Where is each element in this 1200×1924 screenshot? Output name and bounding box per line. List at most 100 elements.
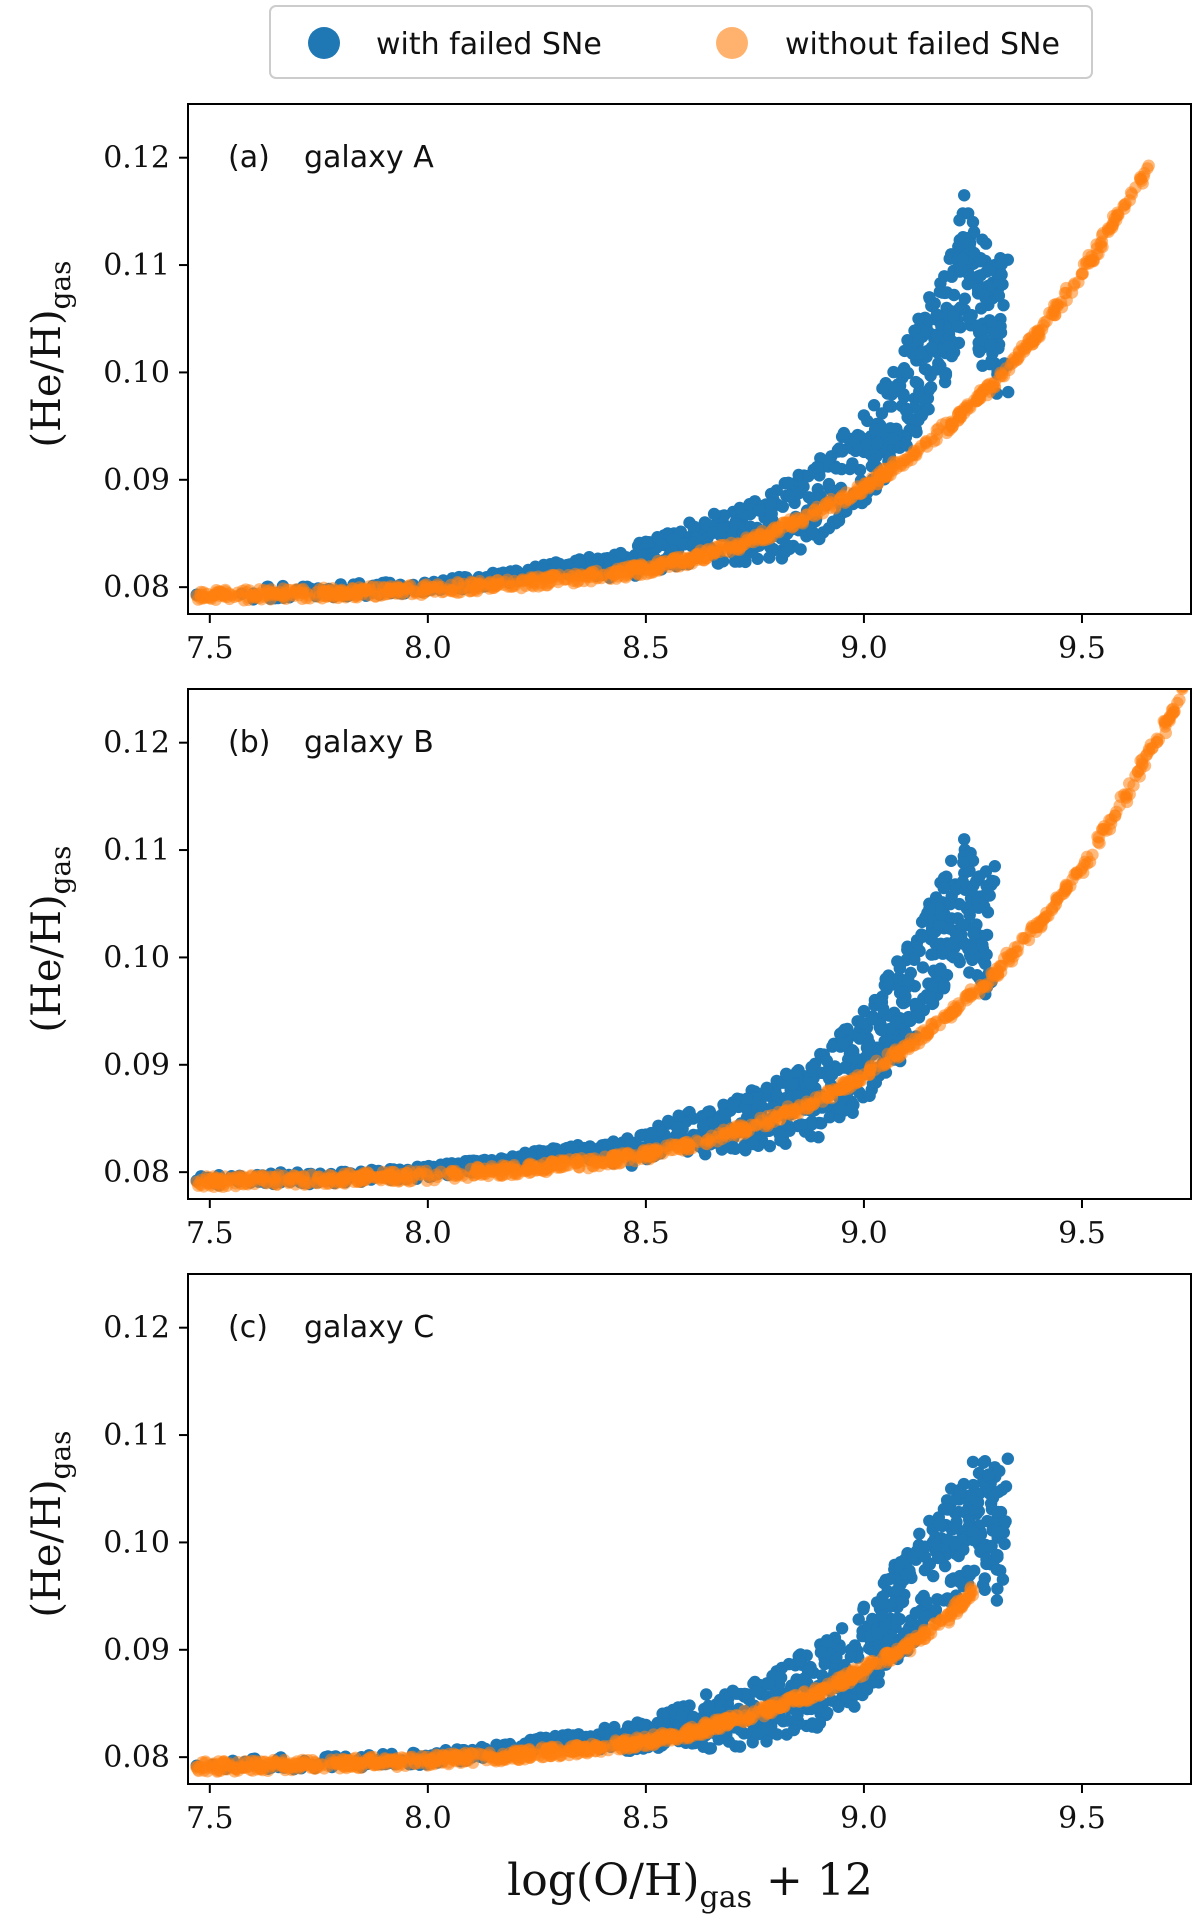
data-point [780, 1713, 794, 1727]
data-point [916, 930, 929, 943]
data-point [832, 1700, 845, 1714]
data-point [674, 525, 687, 538]
data-point [719, 1688, 732, 1701]
data-point [1059, 880, 1072, 893]
data-point [977, 1456, 990, 1470]
data-point [730, 1687, 743, 1700]
data-point [956, 918, 969, 931]
data-point [780, 1068, 793, 1081]
data-point [901, 943, 914, 956]
y-tick-label: 0.12 [103, 726, 170, 761]
data-point [898, 996, 911, 1009]
data-point [760, 1735, 773, 1748]
data-point [1002, 363, 1016, 377]
data-point [794, 543, 807, 556]
data-point [359, 1167, 372, 1181]
data-point [633, 1150, 646, 1164]
y-tick-label: 0.10 [103, 940, 170, 975]
x-tick-label: 8.5 [622, 1216, 670, 1251]
data-point [529, 1160, 542, 1174]
data-point [377, 588, 390, 601]
data-point [1076, 267, 1090, 280]
data-point [941, 1533, 955, 1546]
data-point [978, 1583, 991, 1597]
data-point [944, 938, 958, 951]
data-point [731, 537, 745, 550]
data-point [585, 1152, 598, 1166]
data-point [236, 1171, 249, 1185]
data-point [261, 584, 274, 598]
data-point [875, 407, 889, 420]
plot-frame [187, 688, 1192, 1200]
data-point [983, 264, 996, 277]
x-tick-label: 9.0 [840, 1216, 888, 1251]
data-point [961, 1564, 974, 1578]
data-point [741, 1092, 754, 1105]
data-point [920, 325, 933, 339]
data-point [516, 573, 529, 586]
panel-galaxy-a: 7.5 8.0 8.5 9.0 9.50.080.090.100.110.12 (a) ga… [103, 103, 1192, 666]
data-point [957, 856, 970, 869]
data-point [793, 1655, 806, 1668]
data-point [904, 449, 917, 463]
data-point [979, 888, 993, 901]
data-point [316, 1175, 330, 1188]
data-point [988, 860, 1001, 873]
data-point [774, 1671, 788, 1684]
data-point [977, 288, 990, 302]
x-tick-label: 9.0 [840, 631, 888, 666]
data-point [871, 1627, 884, 1641]
data-point [785, 515, 798, 529]
data-point [985, 1539, 998, 1553]
data-point [598, 568, 611, 581]
y-tick-label: 0.08 [103, 1155, 170, 1190]
data-point [645, 1126, 658, 1140]
data-point [702, 1699, 715, 1713]
data-point [956, 252, 969, 265]
data-point [930, 329, 944, 342]
data-point [688, 520, 701, 533]
legend-frame [269, 5, 1093, 79]
data-point [963, 966, 976, 979]
x-tick-label: 8.5 [622, 631, 670, 666]
data-point [925, 341, 938, 354]
data-point [700, 544, 713, 557]
data-point [838, 1061, 851, 1074]
data-point [925, 299, 938, 313]
data-point [707, 507, 721, 521]
data-point [913, 1527, 926, 1541]
data-point [884, 468, 897, 482]
data-point [830, 1651, 843, 1664]
data-point [648, 1143, 661, 1157]
data-point [1114, 790, 1128, 803]
data-point [339, 588, 353, 602]
data-point [841, 1022, 854, 1036]
data-point [973, 987, 986, 1000]
data-point [778, 546, 792, 559]
data-point [909, 1606, 922, 1620]
data-point [832, 514, 846, 527]
data-point [810, 461, 823, 474]
data-point [343, 1172, 357, 1185]
data-point [729, 518, 743, 531]
data-point [677, 1144, 690, 1157]
data-point [631, 567, 644, 580]
data-point [203, 1179, 217, 1192]
data-point [893, 1044, 906, 1058]
data-point [740, 1124, 753, 1137]
data-point [983, 357, 996, 371]
panel-title: galaxy B [304, 725, 434, 760]
x-tick-label: 8.0 [404, 631, 452, 666]
data-point [837, 1082, 850, 1096]
data-point [764, 497, 777, 511]
data-point [700, 518, 714, 531]
data-point [868, 423, 882, 436]
data-point [286, 588, 299, 601]
data-point [507, 1158, 521, 1172]
data-point [1090, 248, 1104, 261]
data-point [992, 289, 1006, 302]
data-point [875, 1609, 889, 1623]
data-point [847, 1098, 860, 1112]
data-point [643, 1152, 656, 1166]
data-point [953, 214, 966, 227]
